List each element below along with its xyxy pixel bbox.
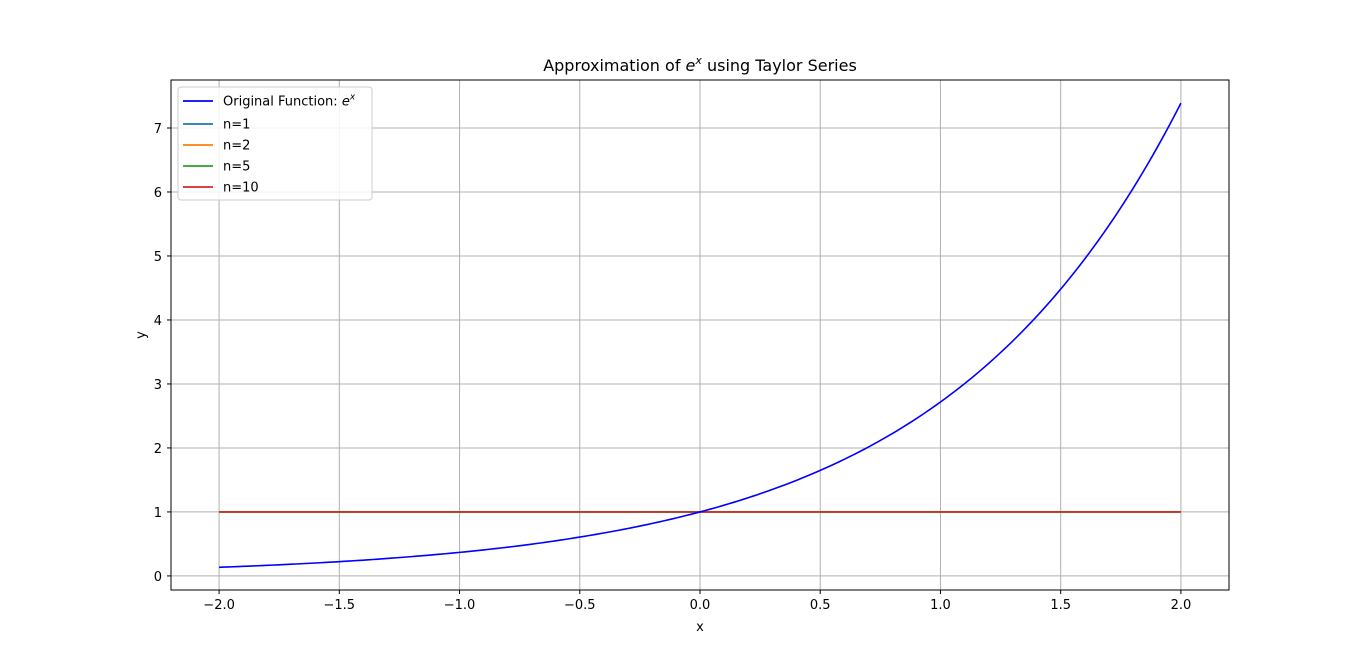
y-tick-label: 4	[154, 314, 162, 329]
series-line-original-function-e-x	[219, 102, 1182, 569]
plot-lines	[219, 102, 1182, 569]
y-tick-label: 1	[154, 506, 162, 521]
x-tick-label: 1.0	[930, 598, 951, 613]
chart-title-suffix: using Taylor Series	[702, 56, 857, 75]
x-tick-label: −0.5	[564, 598, 596, 613]
y-tick-label: 0	[154, 570, 162, 585]
x-tick-label: 0.0	[690, 598, 711, 613]
y-axis-ticks: 0 1 2 3 4 5 6 7	[154, 122, 171, 585]
legend-label: n=1	[223, 118, 250, 133]
legend-entries: Original Function: ex n=1 n=2 n=5 n=10	[183, 93, 356, 196]
x-tick-label: 2.0	[1171, 598, 1192, 613]
y-tick-label: 5	[154, 250, 162, 265]
chart-title: Approximation of ex using Taylor Series	[543, 54, 857, 75]
y-tick-label: 6	[154, 186, 162, 201]
chart-title-exponent: x	[694, 54, 702, 67]
legend-label: n=10	[223, 181, 259, 196]
legend-label: n=5	[223, 160, 250, 175]
chart-title-base: e	[686, 56, 696, 75]
y-tick-label: 3	[154, 378, 162, 393]
x-axis-label: x	[696, 620, 704, 635]
legend: Original Function: ex n=1 n=2 n=5 n=10	[177, 86, 373, 201]
x-tick-label: −1.5	[324, 598, 356, 613]
legend-label: n=2	[223, 139, 250, 154]
legend-label: Original Function: ex	[223, 93, 356, 110]
x-tick-label: 0.5	[810, 598, 831, 613]
x-tick-label: −1.0	[444, 598, 476, 613]
chart-title-prefix: Approximation of	[543, 56, 685, 75]
x-axis-ticks: −2.0 −1.5 −1.0 −0.5 0.0 0.5 1.0 1.5 2.0	[203, 590, 1191, 613]
x-tick-label: 1.5	[1050, 598, 1071, 613]
x-tick-label: −2.0	[203, 598, 235, 613]
y-tick-label: 2	[154, 442, 162, 457]
legend-box	[177, 86, 373, 201]
y-tick-label: 7	[154, 122, 162, 137]
y-axis-label: y	[134, 331, 149, 339]
